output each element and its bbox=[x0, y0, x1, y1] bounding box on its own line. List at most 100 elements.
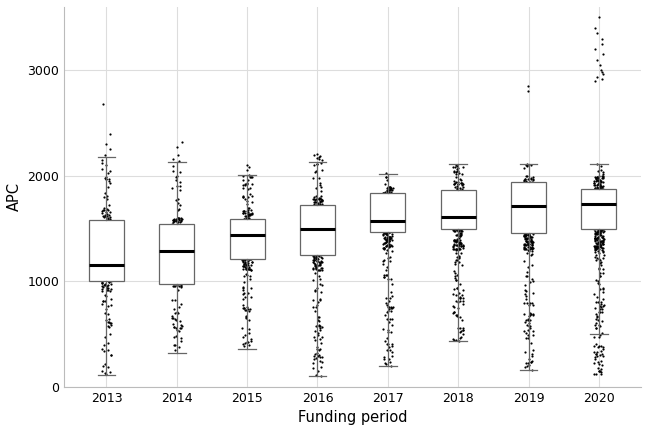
Point bbox=[314, 205, 324, 212]
Point bbox=[456, 281, 466, 288]
Point bbox=[450, 189, 461, 196]
Point bbox=[456, 197, 467, 204]
Point bbox=[455, 220, 465, 227]
Point bbox=[173, 219, 183, 226]
Point bbox=[384, 226, 394, 233]
Point bbox=[313, 298, 323, 305]
Point bbox=[386, 191, 397, 197]
Point bbox=[308, 239, 319, 246]
Point bbox=[97, 368, 107, 375]
Point bbox=[455, 197, 465, 204]
Point bbox=[592, 197, 602, 203]
Point bbox=[170, 232, 181, 238]
Point bbox=[244, 253, 255, 260]
Point bbox=[449, 180, 459, 187]
Point bbox=[456, 232, 466, 239]
Point bbox=[523, 185, 533, 192]
Point bbox=[314, 281, 325, 288]
Point bbox=[526, 213, 536, 219]
Point bbox=[521, 183, 531, 190]
Point bbox=[594, 229, 605, 236]
Point bbox=[592, 197, 602, 204]
Point bbox=[454, 222, 465, 229]
Point bbox=[238, 208, 249, 215]
Point bbox=[100, 220, 111, 227]
Point bbox=[380, 219, 390, 226]
Point bbox=[523, 198, 533, 205]
Point bbox=[102, 235, 112, 241]
Point bbox=[455, 226, 465, 233]
Point bbox=[598, 51, 608, 58]
Point bbox=[599, 190, 609, 197]
Point bbox=[384, 229, 395, 236]
Point bbox=[314, 229, 325, 236]
Point bbox=[524, 217, 535, 224]
Point bbox=[456, 227, 466, 234]
Point bbox=[240, 313, 251, 320]
Point bbox=[174, 252, 185, 259]
Point bbox=[598, 229, 608, 235]
Point bbox=[595, 352, 605, 359]
Point bbox=[527, 206, 538, 213]
Point bbox=[169, 222, 179, 229]
Point bbox=[102, 234, 113, 241]
Point bbox=[520, 209, 530, 216]
Point bbox=[457, 298, 468, 305]
Point bbox=[240, 216, 250, 223]
Point bbox=[383, 197, 393, 204]
Point bbox=[311, 229, 321, 236]
Point bbox=[453, 181, 463, 187]
Point bbox=[525, 180, 535, 187]
Point bbox=[520, 296, 531, 303]
Point bbox=[242, 208, 253, 215]
Point bbox=[313, 222, 323, 229]
Point bbox=[174, 222, 184, 229]
Point bbox=[238, 208, 249, 215]
Point bbox=[590, 184, 601, 191]
Point bbox=[238, 283, 248, 290]
Point bbox=[99, 205, 110, 212]
Point bbox=[308, 253, 319, 260]
Point bbox=[100, 262, 111, 269]
Point bbox=[310, 269, 320, 276]
Point bbox=[170, 280, 181, 287]
Point bbox=[170, 266, 181, 273]
Point bbox=[524, 362, 534, 368]
Point bbox=[102, 311, 113, 318]
Point bbox=[100, 360, 110, 367]
Point bbox=[522, 247, 533, 254]
Point bbox=[596, 348, 607, 355]
Point bbox=[526, 310, 536, 317]
Point bbox=[174, 325, 185, 332]
Point bbox=[244, 231, 255, 238]
Point bbox=[593, 220, 603, 227]
Point bbox=[457, 210, 467, 217]
Point bbox=[457, 201, 467, 208]
Point bbox=[522, 315, 533, 322]
Point bbox=[176, 221, 186, 228]
Point bbox=[384, 236, 395, 243]
Point bbox=[527, 234, 538, 241]
Point bbox=[451, 246, 461, 253]
Point bbox=[240, 237, 250, 244]
Point bbox=[597, 240, 607, 247]
Point bbox=[452, 231, 462, 238]
Point bbox=[314, 267, 324, 273]
Point bbox=[592, 237, 602, 244]
Point bbox=[594, 333, 604, 340]
Point bbox=[589, 245, 599, 252]
Point bbox=[457, 286, 468, 293]
Point bbox=[594, 238, 605, 245]
Point bbox=[382, 188, 393, 195]
Point bbox=[309, 252, 319, 259]
Point bbox=[106, 295, 116, 302]
Point bbox=[594, 368, 604, 375]
Point bbox=[590, 191, 601, 198]
Point bbox=[244, 342, 255, 349]
Point bbox=[103, 252, 113, 259]
Point bbox=[170, 277, 180, 284]
Point bbox=[526, 236, 537, 243]
Point bbox=[599, 251, 609, 258]
Point bbox=[598, 248, 608, 254]
PathPatch shape bbox=[300, 205, 335, 255]
